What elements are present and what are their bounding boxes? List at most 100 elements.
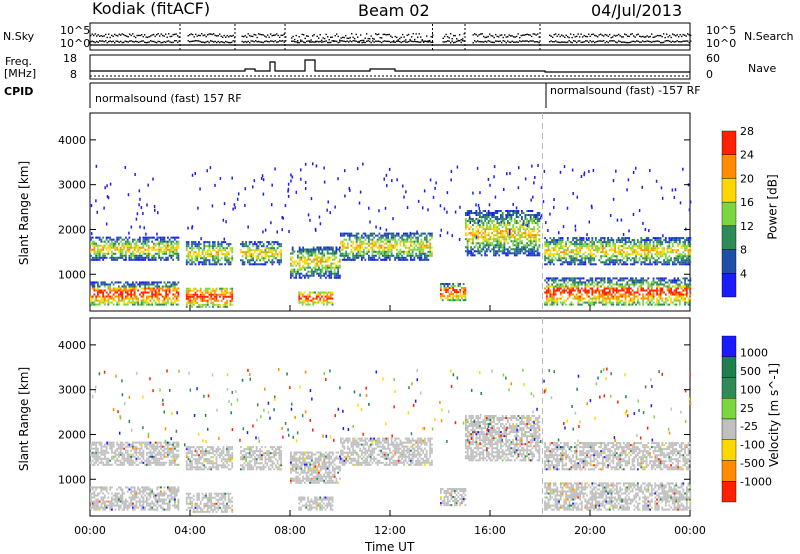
nsky-tick-bottom: 10^0 [60,37,91,50]
power-echo-cell [132,301,134,304]
nsky-point [324,37,326,40]
nsky-point [429,39,431,42]
power-echo-cell [158,242,161,245]
power-echo-cell [470,234,473,237]
power-echo-cell [584,241,587,244]
power-echo-cell [355,252,358,255]
power-echo-cell [392,232,395,235]
nsky-point [661,35,663,38]
power-echo-cell [496,232,499,235]
power-echo-cell [172,258,175,261]
power-echo-cell [566,239,569,242]
power-echo-cell [626,247,629,250]
power-echo-cell [319,248,322,251]
power-echo-cell [529,248,532,251]
nsky-point [573,34,575,36]
power-echo-cell [501,234,504,237]
power-echo-cell [133,287,136,290]
nsearch-point [661,41,663,44]
power-echo-cell [337,268,340,271]
power-echo-cell [559,291,562,294]
power-echo-cell [361,242,363,245]
power-echo-cell [603,251,606,254]
power-echo-cell [640,263,643,266]
power-echo-cell [156,295,159,298]
power-echo-cell [570,243,573,246]
power-echo-cell [507,214,509,217]
power-echo-cell [311,270,313,273]
power-echo-cell [615,297,618,300]
power-echo-cell [231,249,234,252]
power-echo-cell [410,238,412,241]
power-echo-cell [210,289,213,292]
power-echo-cell [121,291,124,294]
power-echo-cell [142,238,145,241]
nsearch-point [445,40,447,43]
power-echo-cell [226,253,228,256]
power-echo-cell [607,301,609,304]
power-echo-cell [102,281,105,284]
power-echo-cell [309,270,312,273]
power-echo-cell [517,232,520,235]
power-echo-cell [677,245,679,248]
power-echo-cell [231,257,234,260]
power-echo-cell [330,264,333,267]
nsearch-point [250,40,252,42]
power-echo-cell [615,251,618,254]
nsearch-point [244,40,246,43]
power-echo-cell [612,287,615,290]
power-echo-cell [573,283,576,286]
power-echo-cell [473,220,476,223]
power-echo-cell [276,253,279,256]
power-echo-cell [489,218,492,221]
power-echo-cell [531,234,534,237]
nsky-point [483,35,485,38]
power-echo-cell [132,246,134,249]
power-echo-cell [572,239,574,242]
power-echo-cell [199,291,202,294]
power-echo-cell [647,255,650,258]
power-echo-cell [565,299,567,302]
power-echo-cell [177,252,180,255]
power-echo-cell [361,246,363,249]
power-echo-cell [128,244,131,247]
nsky-point [252,35,254,38]
nsky-point [366,33,368,35]
power-echo-cell [661,251,664,254]
power-echo-cell [656,237,658,240]
power-echo-cell [254,249,256,252]
power-echo-cell [151,236,154,239]
power-echo-cell [104,295,106,298]
power-echo-cell [156,283,159,286]
power-echo-cell [248,251,251,254]
nsearch-point [666,40,668,42]
power-echo-cell [177,242,180,245]
power-echo-cell [547,279,550,282]
power-echo-cell [544,255,546,258]
power-echo-cell [621,285,623,288]
power-echo-cell [203,243,206,246]
power-echo-cell [596,285,599,288]
power-echo-cell [271,241,274,244]
power-echo-cell [617,295,620,298]
power-echo-cell [614,247,616,250]
power-echo-cell [507,216,509,219]
power-echo-cell [116,301,119,304]
power-echo-cell [682,245,685,248]
power-echo-cell [185,291,188,294]
nsearch-point [457,40,459,42]
power-echo-cell [561,303,564,306]
power-echo-cell [337,266,340,269]
power-echo-cell [312,250,315,253]
power-echo-cell [503,230,506,233]
power-echo-cell [140,301,143,304]
nsearch-point [114,41,116,44]
power-echo-cell [189,253,192,256]
power-echo-cell [154,291,157,294]
power-echo-cell [111,244,113,247]
power-echo-cell [517,246,520,249]
power-echo-cell [361,256,363,259]
power-echo-cell [383,258,386,261]
power-echo-cell [205,295,207,298]
power-echo-cell [328,246,331,249]
